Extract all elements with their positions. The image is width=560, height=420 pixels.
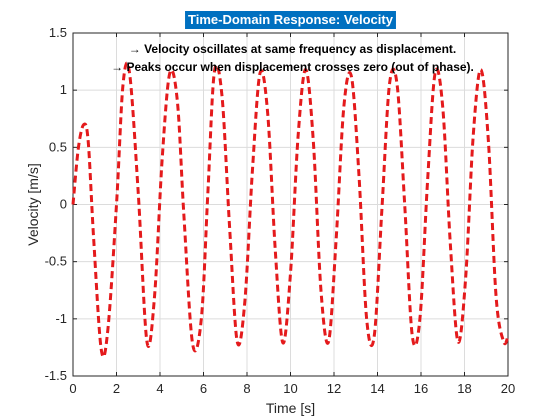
y-tick-label: 0	[60, 197, 67, 212]
x-tick-label: 18	[457, 381, 471, 396]
chart-title-background	[185, 11, 396, 29]
x-tick-label: 10	[283, 381, 297, 396]
y-tick-label: -1.5	[45, 368, 67, 383]
y-tick-label: -1	[55, 311, 67, 326]
y-tick-label: 1	[60, 82, 67, 97]
annotation-2: → Peaks occur when displacement crosses …	[111, 60, 474, 74]
y-tick-label: 1.5	[49, 25, 67, 40]
y-tick-label: -0.5	[45, 254, 67, 269]
tick-marks	[72, 32, 509, 377]
y-axis-label: Velocity [m/s]	[25, 163, 41, 245]
annotation-1: → Velocity oscillates at same frequency …	[129, 42, 456, 56]
x-tick-label: 0	[69, 381, 76, 396]
x-tick-label: 8	[243, 381, 250, 396]
x-tick-label: 16	[414, 381, 428, 396]
x-tick-label: 20	[501, 381, 515, 396]
y-tick-labels: -1.5 -1 -0.5 0 0.5 1 1.5	[45, 25, 67, 383]
x-tick-labels: 0 2 4 6 8 10 12 14 16 18 20	[69, 381, 515, 396]
chart-title: Time-Domain Response: Velocity	[188, 12, 394, 27]
velocity-series-line	[71, 61, 510, 359]
x-tick-label: 14	[370, 381, 384, 396]
y-tick-label: 0.5	[49, 139, 67, 154]
x-tick-label: 4	[156, 381, 163, 396]
x-axis-label: Time [s]	[266, 400, 315, 416]
x-tick-label: 2	[113, 381, 120, 396]
x-tick-label: 6	[200, 381, 207, 396]
series-layer	[71, 61, 510, 359]
x-tick-label: 12	[327, 381, 341, 396]
